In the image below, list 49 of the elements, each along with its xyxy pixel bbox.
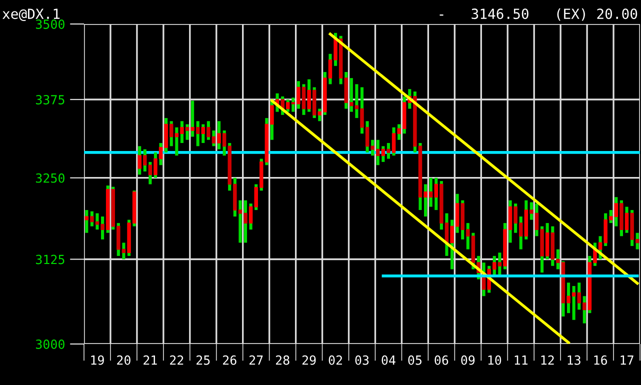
y-tick-label: 3250 [36,173,64,183]
y-tick-label: 3125 [36,254,64,264]
candlestick [302,84,306,115]
x-tick-label: 09 [461,355,475,365]
y-tick-label: 3375 [36,95,64,104]
x-tick-label: 22 [170,355,184,365]
x-tick-label: 19 [91,355,104,365]
x-tick-label: 06 [434,355,448,365]
candlestick [190,100,194,137]
x-tick-label: 21 [144,355,157,365]
y-tick-label: 3000 [36,340,64,349]
chart-title: xe@DX.1 [2,8,60,22]
x-tick-label: 11 [514,356,528,365]
y-tick-label: 3500 [36,20,64,29]
x-tick-label: 25 [196,355,210,365]
x-tick-label: 13 [568,355,580,365]
x-tick-label: 12 [541,355,554,365]
x-tick-label: 03 [355,355,369,365]
x-tick-label: 27 [250,355,263,365]
candlestick [545,223,550,260]
x-tick-label: 26 [223,355,236,365]
x-tick-label: 10 [488,355,502,365]
x-tick-label: 28 [276,355,290,365]
x-tick-label: 02 [328,355,342,365]
candlestick [185,124,190,140]
candlestick [296,81,300,109]
candlestick [84,210,89,233]
candlestick [381,146,386,162]
x-tick-label: 04 [382,355,396,365]
x-tick-label: 16 [594,355,607,365]
candlestick [201,124,206,144]
x-tick-label: 05 [408,355,422,365]
x-tick-label: 29 [302,355,316,365]
chart-subtitle: - 3146.50 (EX) 20.00 [440,8,638,21]
candlestick [286,99,290,112]
x-tick-label: 20 [117,355,130,365]
candlestick [386,143,390,159]
candlestick [428,178,433,207]
candlestick [196,121,200,146]
candlestick [624,206,629,233]
candlestick [498,252,502,276]
candlestick [307,79,311,112]
candlestick [169,121,174,146]
candlestick [424,184,428,217]
candlestick [138,146,142,175]
x-tick-label: 17 [620,356,634,365]
candlestick [291,98,296,112]
candlestick [434,178,438,210]
candlestick [614,197,618,226]
